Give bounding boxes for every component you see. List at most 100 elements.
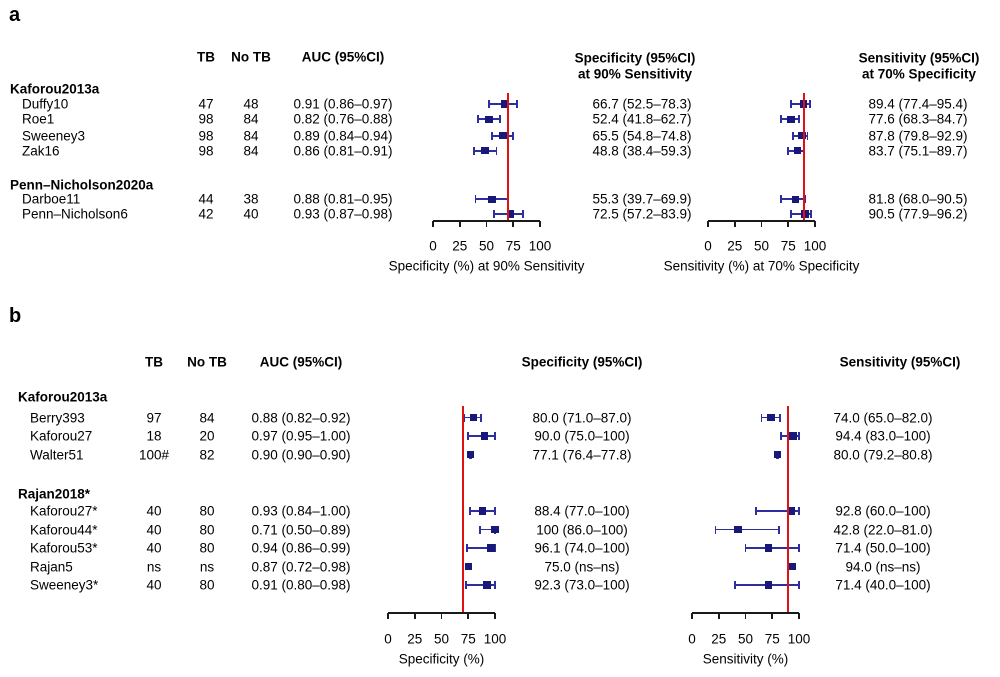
no-tb-count: 84 <box>199 410 215 425</box>
no-tb-count: 80 <box>199 540 215 556</box>
ci-cap-low <box>760 413 763 422</box>
tick-label: 75 <box>780 238 796 254</box>
sens-ci-text: 81.8 (68.0–90.5) <box>868 191 968 207</box>
study-label: Roe1 <box>22 111 55 127</box>
forest-marker <box>491 525 499 534</box>
ci-cap-low <box>467 432 470 440</box>
auc-ci-value: 0.86 (0.81–0.91) <box>293 143 393 159</box>
col-header-tb: TB <box>145 354 163 370</box>
spec-column-header: at 90% Sensitivity <box>577 66 693 82</box>
tick-label: 100 <box>483 631 507 647</box>
spec-ci-text: 72.5 (57.2–83.9) <box>592 206 692 222</box>
no-tb-count: 82 <box>199 447 215 462</box>
sens-ci-text: 94.0 (ns–ns) <box>845 559 921 574</box>
tb-count: 40 <box>146 577 162 593</box>
tb-count: 40 <box>146 522 162 537</box>
tb-count: 40 <box>146 540 162 556</box>
auc-ci-value: 0.87 (0.72–0.98) <box>251 559 351 574</box>
ci-cap-low <box>792 131 795 140</box>
forest-marker <box>487 544 495 552</box>
ci-cap-low <box>476 115 479 124</box>
spec-ci-text: 48.8 (38.4–59.3) <box>592 143 692 159</box>
sens-ci-text: 90.5 (77.9–96.2) <box>868 206 968 222</box>
ci-cap-low <box>479 525 481 534</box>
ci-cap-high <box>512 131 514 140</box>
forest-marker <box>488 195 496 204</box>
spec-column-header: Specificity (95%CI) <box>521 354 643 370</box>
reference-line <box>506 93 509 221</box>
study-label: Sweeney3 <box>22 128 86 144</box>
ci-cap-low <box>744 544 747 552</box>
ci-cap-high <box>521 210 524 218</box>
no-tb-count: 84 <box>243 128 259 144</box>
forest-marker <box>773 450 782 459</box>
ci-whisker <box>745 547 799 549</box>
tick-label: 100 <box>787 631 811 647</box>
axis-tick <box>440 613 443 619</box>
axis-tick <box>494 613 496 619</box>
col-header-auc: AUC (95%CI) <box>301 49 385 65</box>
forest-marker <box>767 413 775 422</box>
forest-marker <box>734 525 742 534</box>
forest-marker <box>483 581 491 589</box>
group-label: Rajan2018* <box>18 486 91 502</box>
axis-title: Sensitivity (%) <box>702 651 789 667</box>
axis-tick <box>458 221 461 227</box>
tick-label: 0 <box>429 238 437 254</box>
axis-title: Specificity (%) <box>398 651 485 667</box>
forest-marker <box>798 131 806 140</box>
tick-label: 50 <box>753 238 770 254</box>
tb-count: 42 <box>198 206 214 222</box>
group-label: Penn–Nicholson2020a <box>10 177 154 193</box>
study-label: Rajan5 <box>30 559 73 574</box>
study-label: Sweeney3* <box>30 577 99 593</box>
sens-ci-text: 71.4 (50.0–100) <box>835 540 931 556</box>
spec-ci-text: 65.5 (54.8–74.8) <box>592 128 692 144</box>
ci-cap-high <box>777 525 780 534</box>
ci-cap-high <box>515 100 518 108</box>
axis-tick <box>744 613 747 619</box>
axis-tick <box>485 221 488 227</box>
spec-ci-text: 90.0 (75.0–100) <box>534 428 630 444</box>
reference-line <box>461 406 464 613</box>
auc-ci-value: 0.90 (0.90–0.90) <box>251 447 351 462</box>
axis-tick <box>771 613 774 619</box>
axis-tick <box>798 613 800 619</box>
x-axis <box>388 612 495 614</box>
auc-ci-value: 0.88 (0.81–0.95) <box>293 191 393 207</box>
auc-ci-value: 0.82 (0.76–0.88) <box>293 111 393 127</box>
tb-count: 18 <box>146 428 162 444</box>
spec-ci-text: 80.0 (71.0–87.0) <box>532 410 632 425</box>
axis-title: Sensitivity (%) at 70% Specificity <box>663 258 860 274</box>
axis-tick <box>432 221 434 227</box>
ci-cap-high <box>494 507 496 515</box>
tick-label: 0 <box>688 631 696 647</box>
axis-tick <box>413 613 416 619</box>
ci-cap-high <box>798 544 800 552</box>
auc-ci-value: 0.91 (0.86–0.97) <box>293 96 393 112</box>
ci-cap-high <box>798 432 800 440</box>
panel-a-letter: a <box>9 4 21 26</box>
ci-cap-low <box>779 432 782 440</box>
forest-marker <box>789 432 797 440</box>
sens-ci-text: 77.6 (68.3–84.7) <box>868 111 968 127</box>
no-tb-count: 38 <box>243 191 259 207</box>
ci-cap-high <box>494 581 496 589</box>
study-label: Kaforou53* <box>30 540 98 556</box>
ci-cap-high <box>798 581 800 589</box>
study-label: Berry393 <box>30 410 85 425</box>
tb-count: 98 <box>198 111 214 127</box>
spec-column-header: Specificity (95%CI) <box>574 50 696 66</box>
sens-ci-text: 87.8 (79.8–92.9) <box>868 128 968 144</box>
x-axis <box>692 612 799 614</box>
auc-ci-value: 0.97 (0.95–1.00) <box>251 428 351 444</box>
no-tb-count: 20 <box>199 428 215 444</box>
spec-ci-text: 92.3 (73.0–100) <box>534 577 630 593</box>
ci-cap-low <box>473 146 475 155</box>
auc-ci-value: 0.93 (0.87–0.98) <box>293 206 393 222</box>
forest-marker <box>793 146 802 155</box>
tick-label: 75 <box>764 631 780 647</box>
forest-marker <box>787 507 796 515</box>
